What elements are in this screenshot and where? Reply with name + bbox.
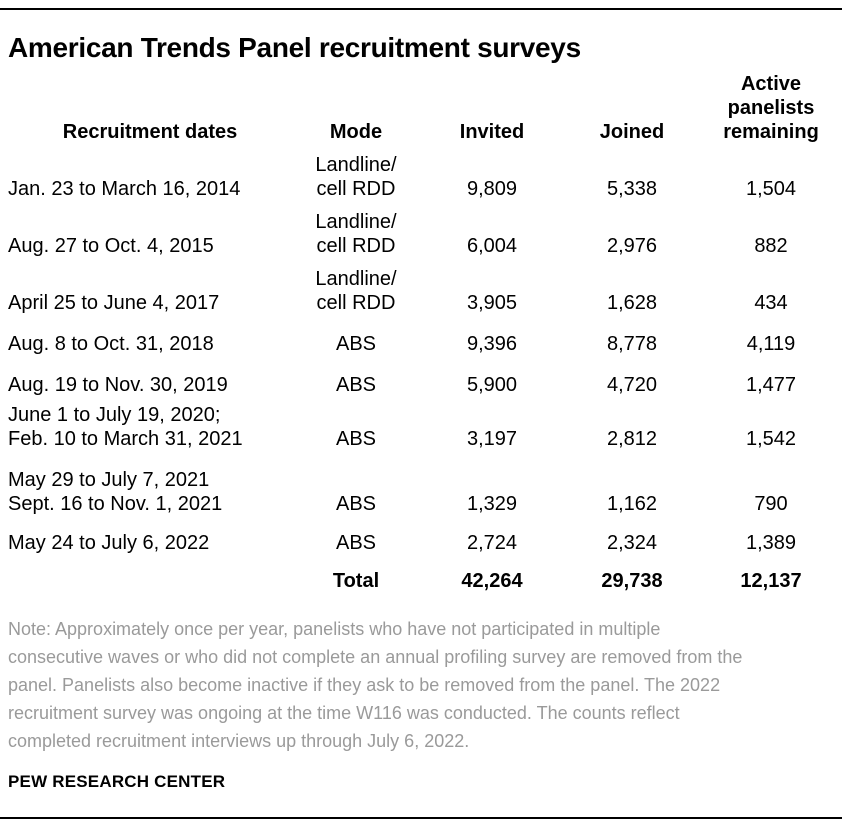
bottom-divider: [0, 817, 842, 819]
cell-joined: 5,338: [606, 178, 658, 200]
figure-content: American Trends Panel recruitment survey…: [8, 10, 834, 792]
cell-remaining: 790: [754, 493, 788, 515]
col-header-invited: Invited: [459, 121, 525, 143]
cell-invited: 9,396: [466, 333, 518, 355]
cell-joined: 1,628: [606, 292, 658, 314]
cell-invited: 2,724: [466, 532, 518, 554]
cell-dates: May 24 to July 6, 2022: [8, 532, 210, 554]
table-header-row: Recruitment dates Mode Invited Joined Ac…: [8, 64, 842, 144]
cell-mode: Landline/ cell RDD: [315, 268, 397, 314]
cell-joined: 4,720: [606, 374, 658, 396]
cell-joined: 2,324: [606, 532, 658, 554]
table-row-2018: Aug. 8 to Oct. 31, 2018 ABS 9,396 8,778 …: [8, 315, 842, 356]
cell-joined: 1,162: [606, 493, 658, 515]
cell-total-remaining: 12,137: [740, 570, 802, 592]
cell-remaining: 1,504: [745, 178, 797, 200]
table-row-total: Total 42,264 29,738 12,137: [8, 555, 842, 593]
cell-empty: [8, 555, 292, 593]
cell-total-joined: 29,738: [601, 570, 663, 592]
cell-remaining: 1,389: [745, 532, 797, 554]
table-row-2017: April 25 to June 4, 2017 Landline/ cell …: [8, 258, 842, 315]
cell-dates: Aug. 19 to Nov. 30, 2019: [8, 374, 228, 396]
cell-mode: ABS: [335, 532, 377, 554]
cell-remaining: 882: [754, 235, 788, 257]
cell-total-label: Total: [332, 570, 380, 592]
table-row-2019: Aug. 19 to Nov. 30, 2019 ABS 5,900 4,720…: [8, 356, 842, 397]
cell-invited: 5,900: [466, 374, 518, 396]
table-row-2014: Jan. 23 to March 16, 2014 Landline/ cell…: [8, 144, 842, 201]
cell-invited: 9,809: [466, 178, 518, 200]
table-row-2022: May 24 to July 6, 2022 ABS 2,724 2,324 1…: [8, 516, 842, 555]
cell-remaining: 1,542: [745, 428, 797, 450]
cell-dates: May 29 to July 7, 2021 Sept. 16 to Nov. …: [8, 469, 223, 515]
cell-invited: 1,329: [466, 493, 518, 515]
cell-mode: Landline/ cell RDD: [315, 154, 397, 200]
cell-joined: 2,812: [606, 428, 658, 450]
cell-joined: 2,976: [606, 235, 658, 257]
cell-invited: 3,197: [466, 428, 518, 450]
cell-mode: ABS: [335, 374, 377, 396]
col-header-active-panelists-remaining: Active panelists remaining: [723, 73, 819, 143]
cell-joined: 8,778: [606, 333, 658, 355]
cell-mode: Landline/ cell RDD: [315, 211, 397, 257]
col-header-joined: Joined: [599, 121, 665, 143]
recruitment-table: Recruitment dates Mode Invited Joined Ac…: [8, 64, 842, 593]
table-row-2021: May 29 to July 7, 2021 Sept. 16 to Nov. …: [8, 451, 842, 516]
cell-remaining: 4,119: [746, 333, 796, 355]
cell-invited: 6,004: [466, 235, 518, 257]
cell-invited: 3,905: [466, 292, 518, 314]
cell-mode: ABS: [335, 493, 377, 515]
cell-remaining: 434: [754, 292, 788, 314]
source-label: PEW RESEARCH CENTER: [8, 772, 226, 791]
cell-dates: Aug. 27 to Oct. 4, 2015: [8, 235, 214, 257]
cell-dates: Aug. 8 to Oct. 31, 2018: [8, 333, 214, 355]
cell-dates: June 1 to July 19, 2020; Feb. 10 to Marc…: [8, 404, 243, 450]
cell-mode: ABS: [335, 333, 377, 355]
table-row-2015: Aug. 27 to Oct. 4, 2015 Landline/ cell R…: [8, 201, 842, 258]
cell-remaining: 1,477: [745, 374, 797, 396]
top-divider: [0, 8, 842, 10]
col-header-mode: Mode: [329, 121, 383, 143]
col-header-recruitment-dates: Recruitment dates: [62, 121, 238, 143]
table-row-2020-2021: June 1 to July 19, 2020; Feb. 10 to Marc…: [8, 397, 842, 451]
figure-title: American Trends Panel recruitment survey…: [8, 32, 581, 63]
cell-mode: ABS: [335, 428, 377, 450]
cell-dates: April 25 to June 4, 2017: [8, 292, 220, 314]
cell-dates: Jan. 23 to March 16, 2014: [8, 178, 241, 200]
cell-total-invited: 42,264: [461, 570, 523, 592]
note-text: Note: Approximately once per year, panel…: [8, 619, 743, 751]
